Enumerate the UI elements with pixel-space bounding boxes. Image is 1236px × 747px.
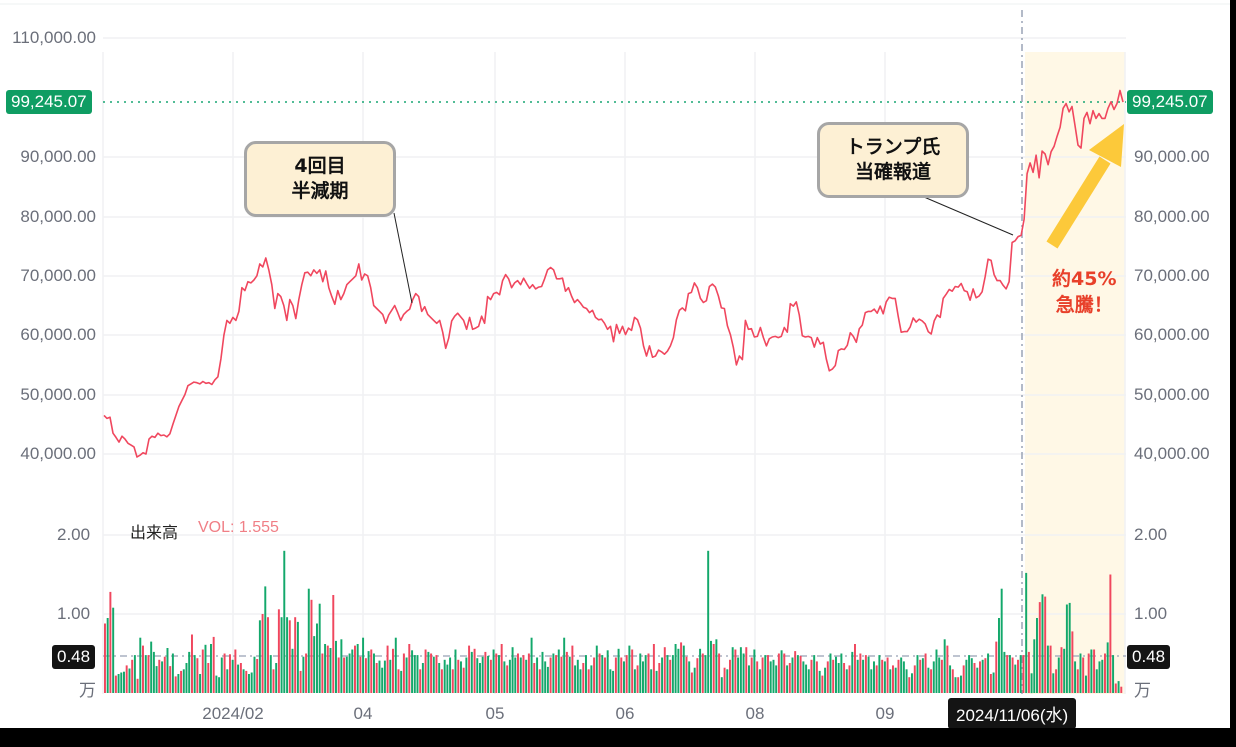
trump-callout-line1: トランプ氏: [845, 136, 941, 158]
top-strip: [0, 0, 1236, 22]
surge-label-line2: 急騰！: [1055, 294, 1113, 316]
price-tick-right-2: 70,000.00: [1134, 266, 1210, 285]
price-tick-left-1: 90,000.00: [20, 147, 96, 166]
surge-label-line1: 約45%: [1052, 268, 1117, 290]
time-tick-1: 04: [353, 704, 373, 723]
time-tick-4: 08: [745, 704, 765, 723]
time-tick-5: 09: [875, 704, 895, 723]
volume-legend-value: VOL: 1.555: [198, 519, 279, 536]
trump-callout-line2: 当確報道: [854, 161, 931, 183]
surge-label: 約45% 急騰！: [1052, 266, 1116, 318]
time-tick-0: 2024/02: [202, 704, 264, 723]
price-tick-right-3: 60,000.00: [1134, 325, 1210, 344]
current-price-badge-left: 99,245.07: [6, 90, 92, 114]
crosshair-date-badge: 2024/11/06(水): [948, 698, 1077, 729]
price-tick-right-0: 90,000.00: [1134, 147, 1210, 166]
frame-edge-bottom: [0, 728, 1236, 747]
price-tick-left-4: 60,000.00: [20, 325, 96, 344]
price-tick-left-2: 80,000.00: [20, 207, 96, 226]
price-tick-left-5: 50,000.00: [20, 385, 96, 404]
time-tick-3: 06: [615, 704, 635, 723]
time-tick-2: 05: [485, 704, 505, 723]
vol-avg-badge-left: 0.48: [52, 645, 96, 669]
trump-callout: トランプ氏 当確報道: [817, 122, 969, 198]
vol-unit-left: 万: [79, 681, 96, 700]
price-tick-right-5: 40,000.00: [1134, 444, 1210, 463]
halving-callout-line2: 半減期: [291, 180, 349, 202]
vol-tick-left-2: 2.00: [57, 525, 91, 544]
price-line: [103, 89, 1124, 458]
halving-callout: 4回目 半減期: [244, 141, 396, 217]
vol-avg-badge-right: 0.48: [1127, 645, 1171, 669]
vol-unit-right: 万: [1134, 681, 1151, 700]
price-tick-left-3: 70,000.00: [20, 266, 96, 285]
price-tick-right-4: 50,000.00: [1134, 385, 1210, 404]
frame-edge: [1230, 52, 1236, 728]
vol-tick-left-1: 1.00: [57, 604, 91, 623]
halving-callout-line1: 4回目: [294, 155, 346, 177]
trump-pointer: [923, 196, 1014, 236]
surge-arrow-icon: [1046, 124, 1124, 249]
volume-legend-title: 出来高: [130, 525, 179, 542]
current-price-badge-right: 99,245.07: [1127, 90, 1213, 114]
volume-bars: [104, 550, 1123, 694]
vol-tick-right-2: 2.00: [1134, 525, 1168, 544]
frame-edge: [1230, 0, 1236, 22]
price-tick-left-6: 40,000.00: [20, 444, 96, 463]
halving-pointer: [393, 212, 413, 304]
price-tick-right-1: 80,000.00: [1134, 207, 1210, 226]
price-tick-left-0: 110,000.00: [12, 28, 96, 47]
vol-tick-right-1: 1.00: [1134, 604, 1168, 623]
